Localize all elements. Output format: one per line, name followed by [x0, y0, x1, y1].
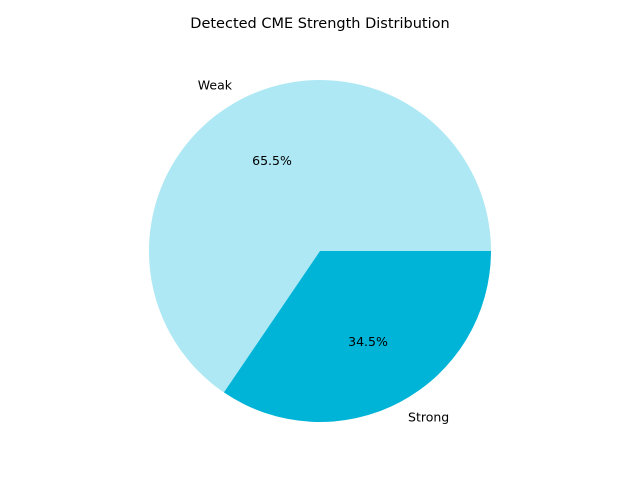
- pie-category-label-weak: Weak: [198, 77, 233, 92]
- pie-labels: 65.5% Weak 34.5% Strong: [198, 77, 449, 424]
- pie-slices: [149, 79, 492, 422]
- pie-slice-weak: [149, 79, 491, 393]
- pie-percent-label-strong: 34.5%: [348, 334, 388, 349]
- pie-slice-strong: [223, 251, 492, 422]
- chart-title: Detected CME Strength Distribution: [190, 16, 449, 32]
- pie-category-label-strong: Strong: [408, 410, 449, 425]
- pie-percent-label-weak: 65.5%: [252, 153, 292, 168]
